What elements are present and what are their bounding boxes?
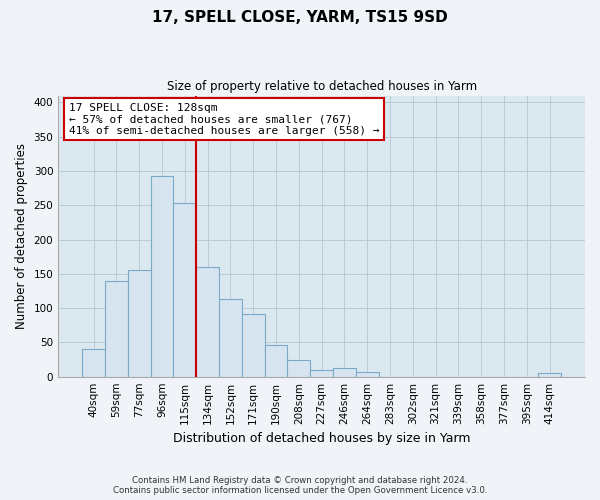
Y-axis label: Number of detached properties: Number of detached properties: [15, 143, 28, 329]
Bar: [538, 374, 561, 376]
Bar: [105, 282, 128, 376]
Bar: [196, 267, 219, 376]
Bar: [310, 370, 333, 376]
Bar: [82, 350, 105, 376]
Bar: [151, 176, 173, 376]
Text: 17 SPELL CLOSE: 128sqm
← 57% of detached houses are smaller (767)
41% of semi-de: 17 SPELL CLOSE: 128sqm ← 57% of detached…: [69, 102, 379, 136]
Text: 17, SPELL CLOSE, YARM, TS15 9SD: 17, SPELL CLOSE, YARM, TS15 9SD: [152, 10, 448, 25]
Text: Contains HM Land Registry data © Crown copyright and database right 2024.
Contai: Contains HM Land Registry data © Crown c…: [113, 476, 487, 495]
Bar: [333, 368, 356, 376]
Bar: [173, 203, 196, 376]
X-axis label: Distribution of detached houses by size in Yarm: Distribution of detached houses by size …: [173, 432, 470, 445]
Bar: [356, 372, 379, 376]
Title: Size of property relative to detached houses in Yarm: Size of property relative to detached ho…: [167, 80, 476, 93]
Bar: [287, 360, 310, 376]
Bar: [242, 314, 265, 376]
Bar: [128, 270, 151, 376]
Bar: [219, 299, 242, 376]
Bar: [265, 345, 287, 376]
